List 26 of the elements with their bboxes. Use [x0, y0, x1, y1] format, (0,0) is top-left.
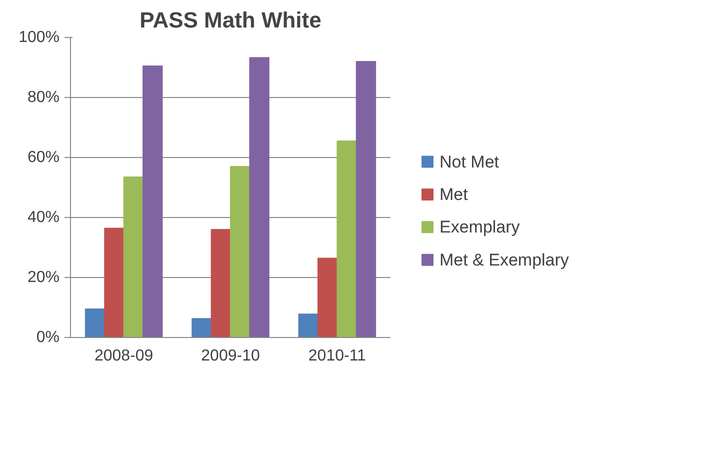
- x-tick-label: 2009-10: [201, 348, 260, 364]
- y-tick-label: 40%: [27, 209, 60, 226]
- bar: [230, 166, 250, 338]
- bar: [298, 314, 318, 338]
- bar: [356, 61, 376, 338]
- chart-title: PASS Math White: [140, 8, 322, 32]
- bar: [192, 318, 212, 338]
- y-tick-label: 0%: [36, 329, 60, 346]
- bar: [317, 258, 338, 338]
- y-tick-label: 20%: [27, 269, 60, 286]
- legend-label: Not Met: [440, 152, 500, 172]
- y-tick-label: 80%: [27, 89, 60, 106]
- bar: [336, 140, 357, 338]
- bar: [142, 66, 163, 338]
- bar: [249, 57, 270, 338]
- y-tick-label: 60%: [27, 149, 60, 166]
- x-tick-label: 2008-09: [94, 348, 154, 364]
- x-tick-label: 2010-11: [308, 348, 366, 364]
- bar: [84, 308, 106, 338]
- legend-label: Met: [440, 184, 468, 204]
- bar: [210, 229, 231, 338]
- legend-label: Exemplary: [440, 218, 520, 237]
- legend-label: Met & Exemplary: [440, 250, 570, 270]
- bar: [104, 228, 124, 338]
- y-tick-label: 100%: [18, 29, 60, 46]
- bar: [123, 176, 144, 338]
